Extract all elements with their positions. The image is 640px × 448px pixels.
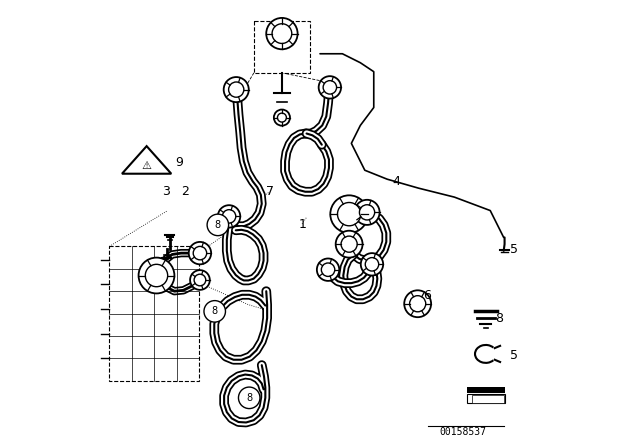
Circle shape [404, 290, 431, 317]
Text: 5: 5 [511, 243, 518, 257]
Text: 1: 1 [299, 217, 307, 231]
Circle shape [222, 210, 236, 223]
Text: 6: 6 [424, 289, 431, 302]
Circle shape [355, 200, 380, 225]
Circle shape [360, 205, 374, 220]
Circle shape [218, 205, 240, 228]
Polygon shape [122, 146, 172, 174]
Circle shape [272, 24, 292, 43]
Circle shape [361, 253, 383, 276]
Circle shape [223, 77, 249, 102]
Circle shape [274, 109, 290, 125]
Circle shape [321, 263, 335, 276]
Text: 8: 8 [246, 393, 252, 403]
Bar [467, 394, 504, 403]
Text: 7: 7 [266, 185, 274, 198]
Text: 8: 8 [495, 311, 503, 325]
Circle shape [317, 258, 339, 281]
Circle shape [335, 231, 362, 258]
Text: ⚠: ⚠ [141, 161, 152, 171]
Text: 3: 3 [163, 185, 170, 198]
Circle shape [341, 236, 357, 252]
Circle shape [337, 202, 361, 226]
Text: 00158537: 00158537 [440, 427, 487, 437]
Text: 4: 4 [392, 175, 400, 188]
Circle shape [266, 18, 298, 49]
Circle shape [204, 301, 225, 322]
Circle shape [138, 258, 174, 293]
Bar [467, 387, 504, 393]
Text: 9: 9 [175, 155, 183, 169]
Text: 8: 8 [212, 306, 218, 316]
Circle shape [189, 242, 211, 264]
Circle shape [277, 113, 287, 122]
Bar [109, 246, 199, 381]
Circle shape [194, 274, 206, 286]
Text: 2: 2 [180, 185, 189, 198]
Circle shape [190, 270, 210, 290]
Polygon shape [472, 395, 504, 403]
Text: 5: 5 [511, 349, 518, 362]
Circle shape [207, 214, 228, 236]
Text: 8: 8 [215, 220, 221, 230]
Circle shape [365, 258, 379, 271]
Circle shape [228, 82, 244, 97]
Circle shape [193, 246, 207, 260]
Circle shape [145, 264, 168, 287]
Circle shape [330, 195, 368, 233]
Circle shape [319, 76, 341, 99]
FancyBboxPatch shape [254, 21, 310, 73]
Circle shape [323, 81, 337, 94]
Circle shape [410, 296, 426, 312]
Circle shape [239, 387, 260, 409]
